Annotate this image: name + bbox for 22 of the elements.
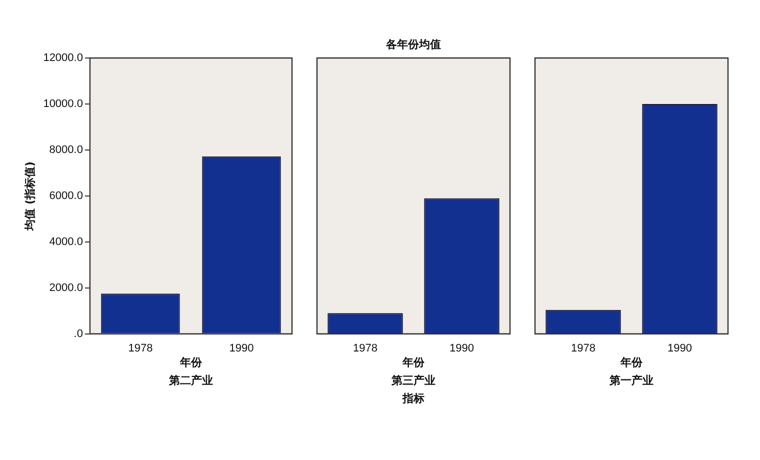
text: 第三产业 xyxy=(392,372,436,389)
x-axis-title: 年份 xyxy=(402,354,424,371)
y-tick-label: .0 xyxy=(74,328,83,340)
x-axis-title: 年份 xyxy=(180,354,202,371)
x-tick-label: 1990 xyxy=(229,342,254,354)
text: 指标 xyxy=(402,390,424,407)
y-tick-label: 6000.0 xyxy=(49,190,83,202)
x-tick-label: 1978 xyxy=(571,342,596,354)
chart-title: 各年份均值 xyxy=(386,37,441,53)
text: 第一产业 xyxy=(610,372,654,389)
x-tick-label: 1978 xyxy=(353,342,378,354)
y-axis-title: 均值 (指标值) xyxy=(23,161,36,232)
x-tick-label: 1978 xyxy=(128,342,153,354)
text: 第二产业 xyxy=(168,372,213,389)
y-tick-label: 2000.0 xyxy=(49,282,83,294)
x-tick-label: 1990 xyxy=(450,342,474,354)
y-tick-label: 4000.0 xyxy=(49,236,83,248)
y-tick-label: 8000.0 xyxy=(49,144,83,156)
y-tick-label: 12000.0 xyxy=(43,52,83,64)
x-axis-title: 年份 xyxy=(620,354,642,371)
y-tick-label: 10000.0 xyxy=(43,98,83,110)
x-tick-label: 1990 xyxy=(668,342,692,354)
